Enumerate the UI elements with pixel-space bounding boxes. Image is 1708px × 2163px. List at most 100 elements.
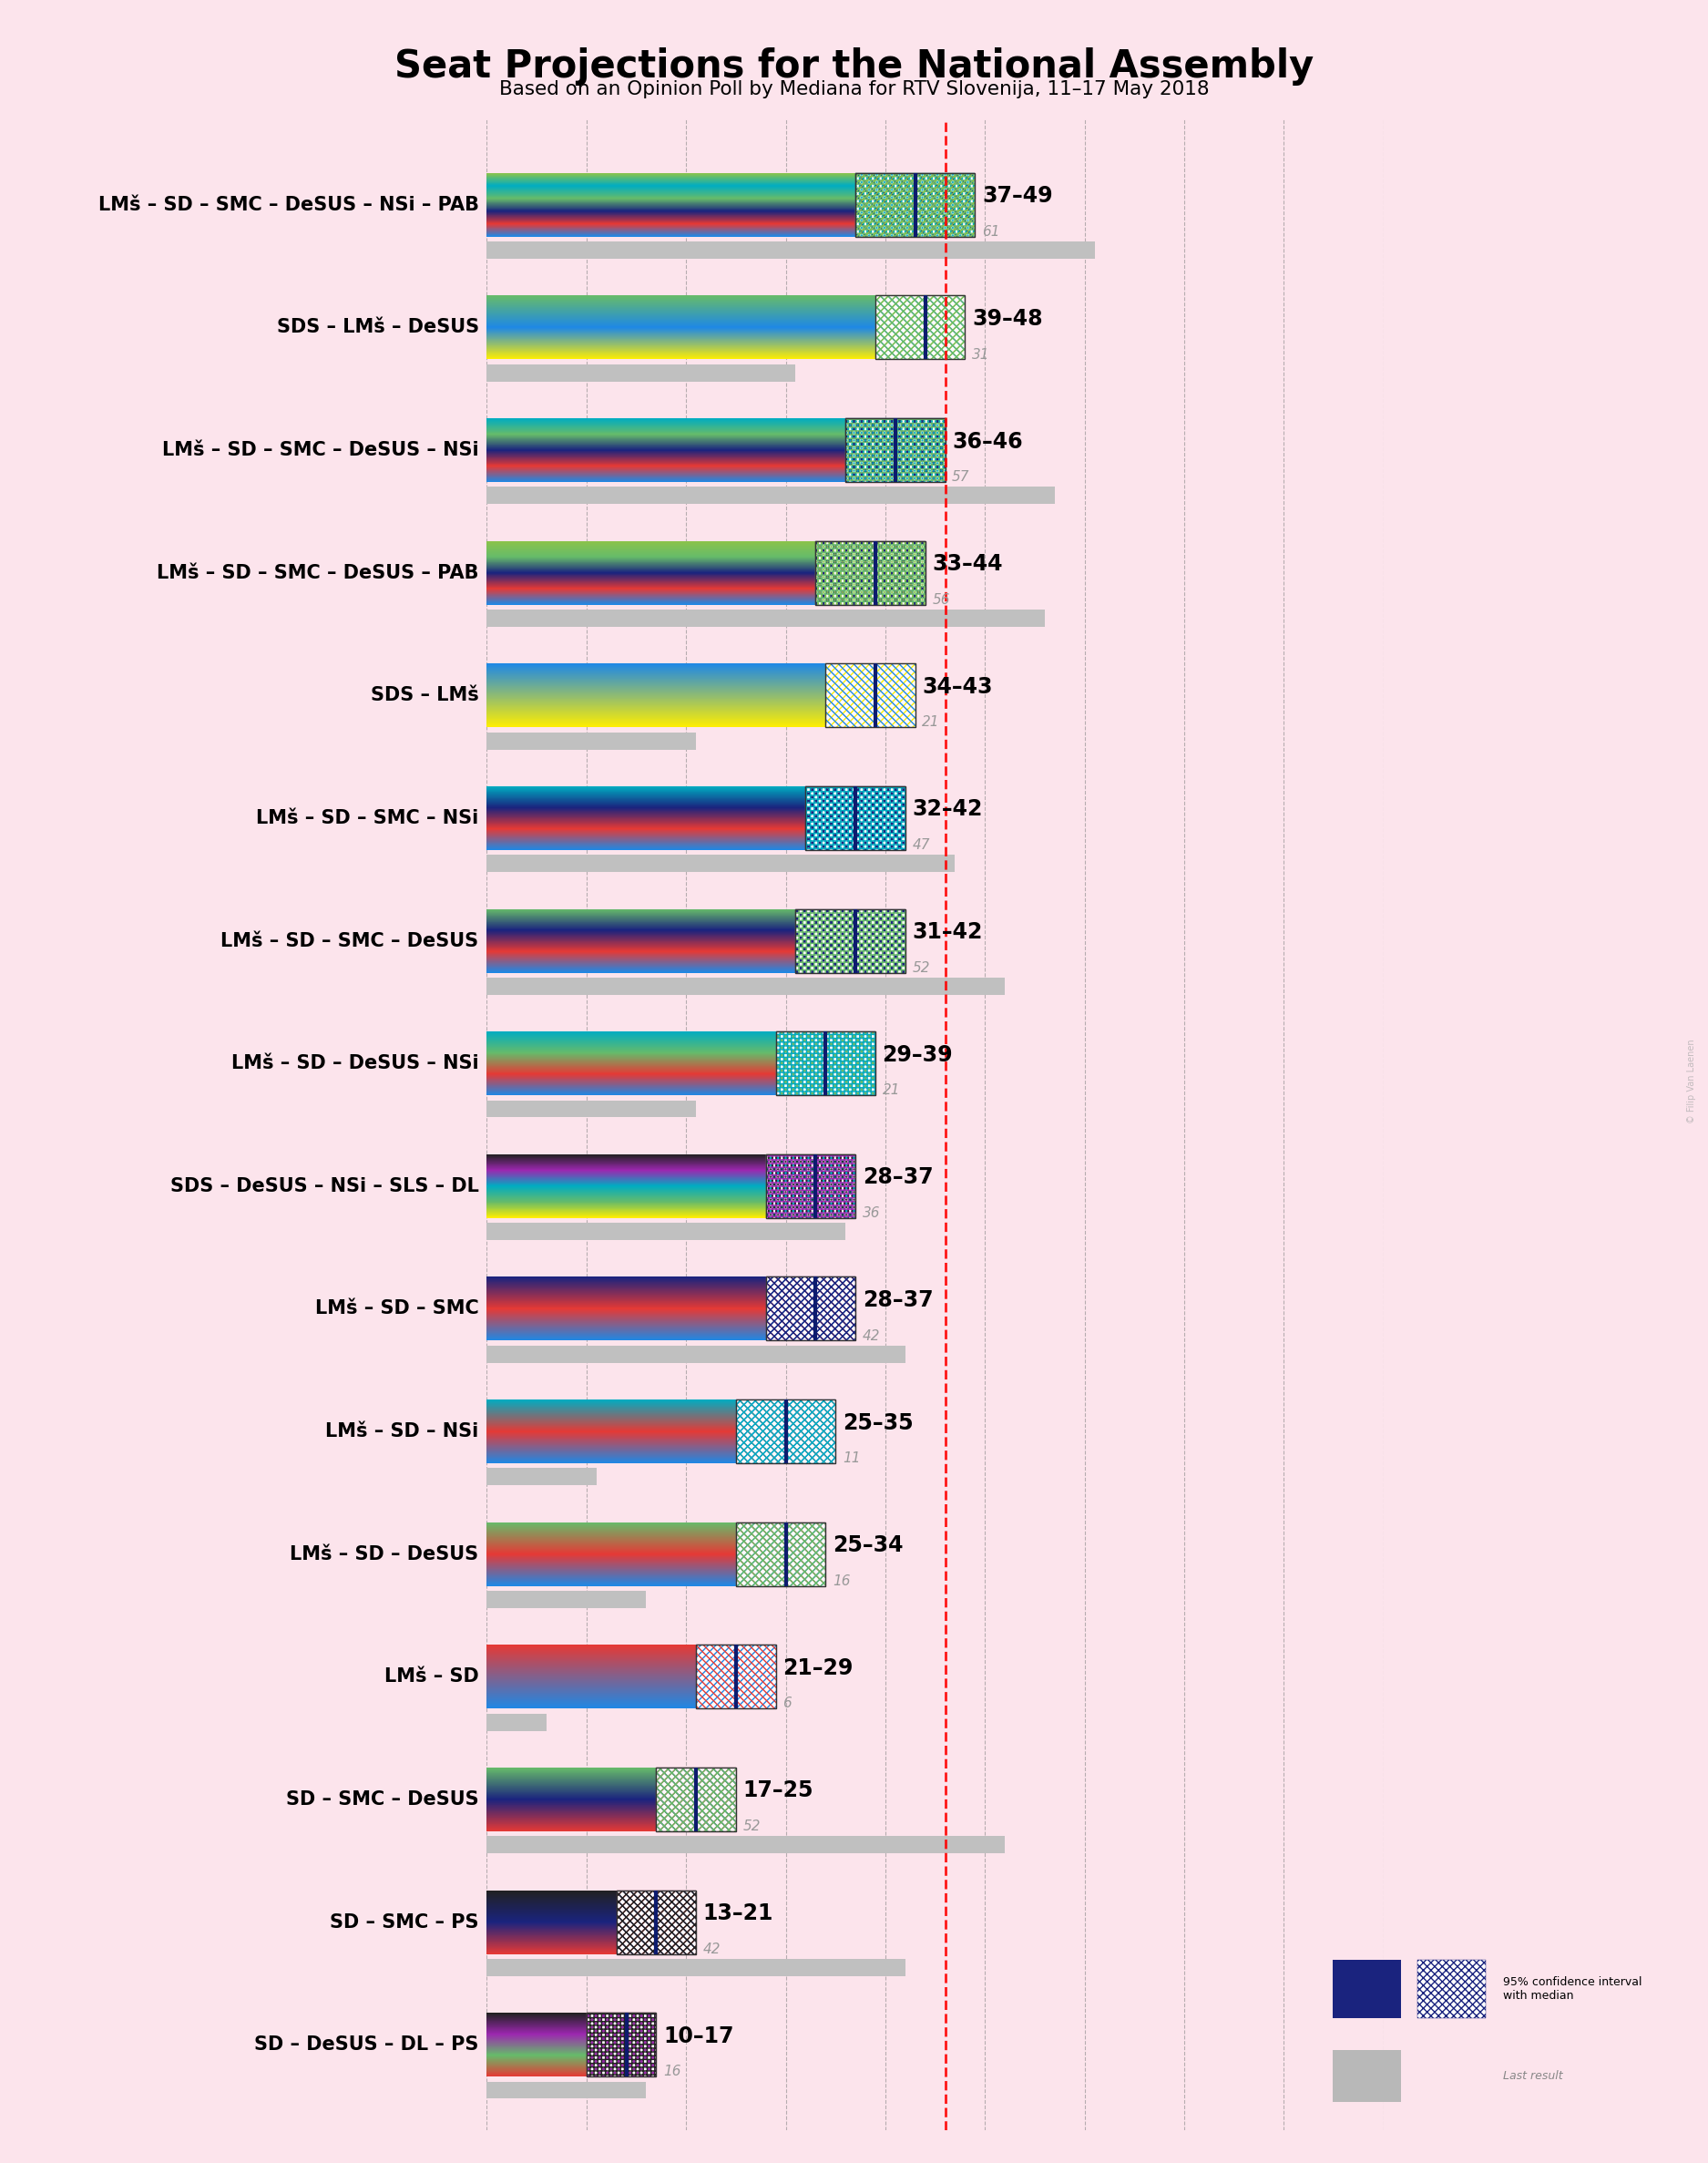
Text: 52: 52 bbox=[912, 960, 929, 976]
Text: 47: 47 bbox=[912, 839, 929, 852]
Bar bbox=[736, 1399, 835, 1464]
Bar bbox=[796, 908, 905, 973]
Bar bbox=[487, 610, 1045, 627]
Text: 11: 11 bbox=[842, 1451, 861, 1464]
Text: 21: 21 bbox=[883, 1084, 900, 1097]
Bar bbox=[487, 978, 1004, 995]
Text: 57: 57 bbox=[951, 469, 970, 485]
Text: LMš – SD – DeSUS – NSi: LMš – SD – DeSUS – NSi bbox=[231, 1053, 478, 1073]
Bar bbox=[586, 2014, 656, 2076]
Bar bbox=[765, 1276, 856, 1341]
Text: 34–43: 34–43 bbox=[922, 677, 992, 699]
Text: 36: 36 bbox=[863, 1207, 880, 1220]
Bar bbox=[876, 296, 965, 359]
Text: 21–29: 21–29 bbox=[782, 1657, 854, 1678]
Bar bbox=[487, 487, 1056, 504]
Text: SDS – DeSUS – NSi – SLS – DL: SDS – DeSUS – NSi – SLS – DL bbox=[171, 1177, 478, 1196]
Text: SD – SMC – DeSUS: SD – SMC – DeSUS bbox=[285, 1791, 478, 1808]
Bar bbox=[487, 1960, 905, 1977]
Text: 10–17: 10–17 bbox=[663, 2025, 734, 2046]
Bar bbox=[487, 363, 796, 381]
Bar bbox=[796, 908, 905, 973]
Bar bbox=[806, 785, 905, 850]
Text: LMš – SD: LMš – SD bbox=[384, 1668, 478, 1685]
Bar bbox=[806, 785, 905, 850]
Bar bbox=[796, 908, 905, 973]
Bar bbox=[856, 173, 975, 236]
Bar bbox=[816, 541, 926, 606]
Bar bbox=[876, 296, 965, 359]
Bar bbox=[876, 296, 965, 359]
Bar bbox=[586, 2014, 656, 2076]
Bar bbox=[697, 1644, 775, 1709]
Text: SD – DeSUS – DL – PS: SD – DeSUS – DL – PS bbox=[254, 2035, 478, 2055]
Text: 95% confidence interval
with median: 95% confidence interval with median bbox=[1503, 1977, 1641, 2001]
Bar bbox=[825, 664, 915, 727]
Bar bbox=[736, 1523, 825, 1585]
Bar bbox=[656, 1767, 736, 1832]
Bar bbox=[617, 1890, 697, 1953]
Bar bbox=[765, 1155, 856, 1218]
Bar bbox=[775, 1032, 876, 1094]
Bar bbox=[845, 417, 945, 482]
Text: 17–25: 17–25 bbox=[743, 1780, 813, 1802]
Text: 16: 16 bbox=[832, 1575, 851, 1588]
Bar bbox=[1332, 2051, 1401, 2102]
Bar bbox=[736, 1523, 825, 1585]
Text: 25–34: 25–34 bbox=[832, 1534, 904, 1557]
Bar bbox=[876, 296, 965, 359]
Bar bbox=[736, 1523, 825, 1585]
Bar bbox=[736, 1399, 835, 1464]
Bar bbox=[856, 173, 975, 236]
Bar bbox=[816, 541, 926, 606]
Text: 28–37: 28–37 bbox=[863, 1166, 933, 1187]
Bar bbox=[796, 908, 905, 973]
Text: 56: 56 bbox=[933, 593, 950, 606]
Text: 36–46: 36–46 bbox=[951, 430, 1023, 452]
Bar bbox=[765, 1276, 856, 1341]
Bar bbox=[816, 541, 926, 606]
Bar bbox=[697, 1644, 775, 1709]
Bar bbox=[487, 733, 697, 748]
Bar bbox=[856, 173, 975, 236]
Bar bbox=[656, 1767, 736, 1832]
Text: Last result: Last result bbox=[1503, 2070, 1563, 2081]
Bar bbox=[656, 1767, 736, 1832]
Bar bbox=[487, 1469, 596, 1486]
Bar bbox=[856, 173, 975, 236]
Bar bbox=[487, 854, 955, 872]
Text: 39–48: 39–48 bbox=[972, 307, 1042, 329]
Bar bbox=[845, 417, 945, 482]
Text: 42: 42 bbox=[863, 1328, 880, 1343]
Bar bbox=[856, 173, 975, 236]
Bar bbox=[796, 908, 905, 973]
Bar bbox=[736, 1523, 825, 1585]
Bar bbox=[736, 1399, 835, 1464]
Bar bbox=[487, 1222, 845, 1239]
Text: 33–44: 33–44 bbox=[933, 554, 1003, 575]
Bar bbox=[487, 242, 1095, 260]
Bar bbox=[736, 1399, 835, 1464]
Bar bbox=[825, 664, 915, 727]
Bar bbox=[656, 1767, 736, 1832]
Bar bbox=[825, 664, 915, 727]
Bar bbox=[845, 417, 945, 482]
Bar bbox=[775, 1032, 876, 1094]
Bar bbox=[876, 296, 965, 359]
Text: 13–21: 13–21 bbox=[704, 1903, 774, 1925]
Text: 29–39: 29–39 bbox=[883, 1045, 953, 1066]
Text: Based on an Opinion Poll by Mediana for RTV Slovenija, 11–17 May 2018: Based on an Opinion Poll by Mediana for … bbox=[499, 80, 1209, 97]
Bar bbox=[617, 1890, 697, 1953]
Bar bbox=[697, 1644, 775, 1709]
Bar bbox=[856, 173, 975, 236]
Bar bbox=[816, 541, 926, 606]
Bar bbox=[765, 1155, 856, 1218]
Text: LMš – SD – SMC – DeSUS – PAB: LMš – SD – SMC – DeSUS – PAB bbox=[157, 565, 478, 582]
Bar bbox=[765, 1155, 856, 1218]
Bar bbox=[656, 1767, 736, 1832]
Bar bbox=[487, 1345, 905, 1363]
Bar bbox=[856, 173, 975, 236]
Bar bbox=[845, 417, 945, 482]
Bar bbox=[806, 785, 905, 850]
Bar bbox=[816, 541, 926, 606]
